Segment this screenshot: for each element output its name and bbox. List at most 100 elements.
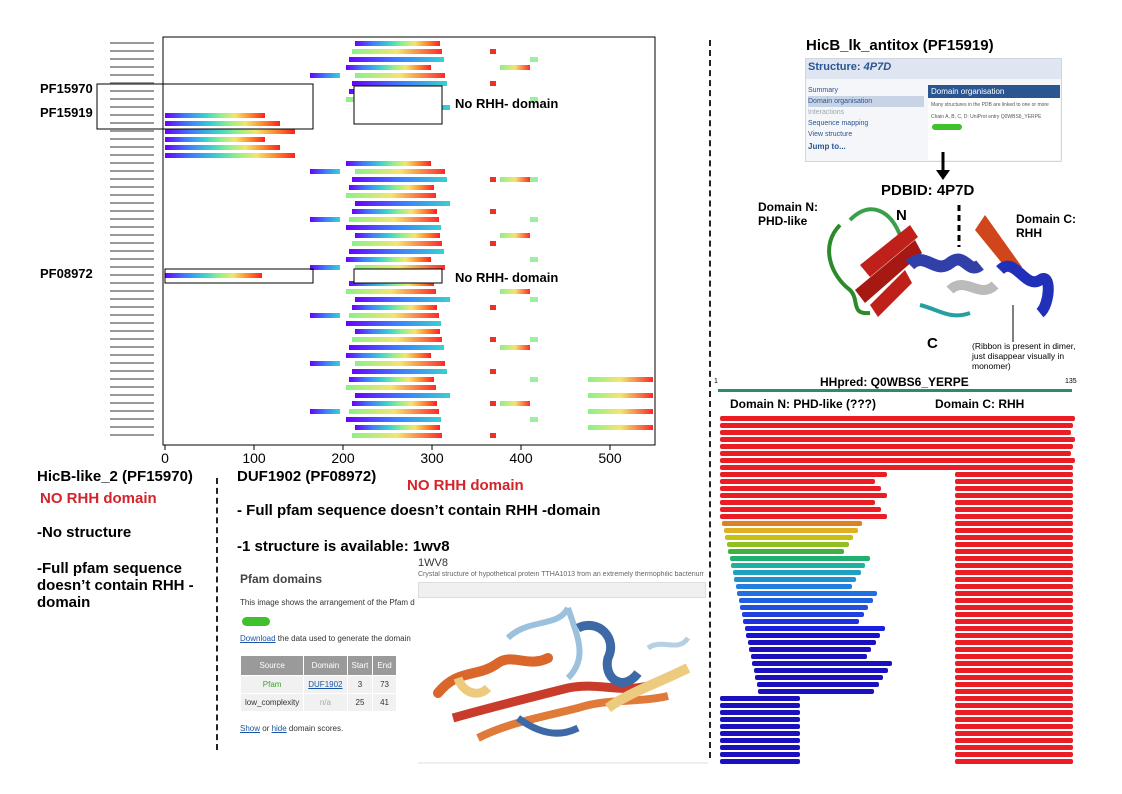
hhpred-hit-bar[interactable] bbox=[720, 500, 875, 505]
hhpred-hit-bar[interactable] bbox=[955, 486, 1073, 491]
hhpred-hit-bar[interactable] bbox=[955, 584, 1073, 589]
download-link[interactable]: Download bbox=[240, 634, 276, 643]
duf-link[interactable]: DUF1902 bbox=[303, 675, 348, 694]
hhpred-hit-bar[interactable] bbox=[955, 738, 1073, 743]
menu-domain-org[interactable]: Domain organisation bbox=[808, 96, 924, 107]
hhpred-hit-bar[interactable] bbox=[720, 514, 887, 519]
hhpred-hit-bar[interactable] bbox=[955, 745, 1073, 750]
hhpred-hit-bar[interactable] bbox=[955, 689, 1073, 694]
hhpred-hit-bar[interactable] bbox=[955, 759, 1073, 764]
hhpred-hit-bar[interactable] bbox=[955, 703, 1073, 708]
hhpred-hit-bar[interactable] bbox=[720, 437, 1075, 442]
hhpred-hit-bar[interactable] bbox=[955, 654, 1073, 659]
hhpred-hit-bar[interactable] bbox=[955, 633, 1073, 638]
hhpred-hit-bar[interactable] bbox=[720, 451, 1071, 456]
hhpred-hit-bar[interactable] bbox=[720, 696, 800, 701]
hhpred-hit-bar[interactable] bbox=[955, 619, 1073, 624]
hhpred-hit-bar[interactable] bbox=[756, 682, 879, 687]
hhpred-hit-bar[interactable] bbox=[955, 640, 1073, 645]
hhpred-hit-bar[interactable] bbox=[722, 521, 862, 526]
hhpred-hit-bar[interactable] bbox=[955, 507, 1073, 512]
hhpred-hit-bar[interactable] bbox=[758, 689, 874, 694]
hhpred-hit-bar[interactable] bbox=[955, 696, 1073, 701]
hhpred-hit-bar[interactable] bbox=[720, 458, 1075, 463]
hhpred-hit-bar[interactable] bbox=[732, 570, 861, 575]
hhpred-hit-bar[interactable] bbox=[720, 759, 800, 764]
hhpred-hit-bar[interactable] bbox=[734, 577, 856, 582]
hhpred-hit-bar[interactable] bbox=[750, 654, 867, 659]
hhpred-hit-bar[interactable] bbox=[735, 584, 852, 589]
hhpred-hit-bar[interactable] bbox=[955, 500, 1073, 505]
hhpred-hit-bar[interactable] bbox=[743, 619, 859, 624]
hhpred-hit-bar[interactable] bbox=[955, 724, 1073, 729]
hhpred-hit-bar[interactable] bbox=[955, 598, 1073, 603]
pfam-domain-graphic[interactable] bbox=[242, 617, 270, 626]
hhpred-hit-bar[interactable] bbox=[747, 640, 876, 645]
hhpred-hit-bar[interactable] bbox=[731, 563, 865, 568]
hhpred-hit-bar[interactable] bbox=[955, 549, 1073, 554]
hhpred-hit-bar[interactable] bbox=[955, 493, 1073, 498]
hhpred-hit-bar[interactable] bbox=[741, 612, 864, 617]
hhpred-hit-bar[interactable] bbox=[720, 507, 881, 512]
hhpred-hit-bar[interactable] bbox=[726, 542, 849, 547]
hhpred-hit-bar[interactable] bbox=[955, 535, 1073, 540]
hhpred-hit-bar[interactable] bbox=[720, 416, 1075, 421]
hhpred-hit-bar[interactable] bbox=[955, 479, 1073, 484]
hhpred-hit-bar[interactable] bbox=[725, 535, 853, 540]
hhpred-hit-bar[interactable] bbox=[720, 703, 800, 708]
menu-jump-to[interactable]: Jump to... bbox=[808, 142, 846, 151]
hhpred-hit-bar[interactable] bbox=[955, 731, 1073, 736]
hhpred-hit-bar[interactable] bbox=[740, 605, 868, 610]
hhpred-hit-bar[interactable] bbox=[720, 486, 881, 491]
hhpred-hit-bar[interactable] bbox=[746, 633, 880, 638]
hhpred-hit-bar[interactable] bbox=[720, 745, 800, 750]
hhpred-hit-bar[interactable] bbox=[955, 577, 1073, 582]
hhpred-hit-bar[interactable] bbox=[955, 612, 1073, 617]
hhpred-hit-bar[interactable] bbox=[955, 661, 1073, 666]
hhpred-hit-bar[interactable] bbox=[955, 668, 1073, 673]
hhpred-hit-bar[interactable] bbox=[955, 605, 1073, 610]
hhpred-hit-bar[interactable] bbox=[728, 549, 844, 554]
hhpred-hit-bar[interactable] bbox=[955, 647, 1073, 652]
hhpred-hit-bar[interactable] bbox=[720, 724, 800, 729]
menu-sequence-mapping[interactable]: Sequence mapping bbox=[808, 120, 869, 127]
hhpred-hit-bar[interactable] bbox=[955, 570, 1073, 575]
hhpred-hit-bar[interactable] bbox=[720, 717, 800, 722]
show-link[interactable]: Show bbox=[240, 724, 261, 733]
hhpred-hit-bar[interactable] bbox=[955, 556, 1073, 561]
hhpred-hit-bar[interactable] bbox=[955, 682, 1073, 687]
hhpred-hit-bar[interactable] bbox=[955, 472, 1073, 477]
hhpred-hit-bar[interactable] bbox=[752, 661, 892, 666]
hhpred-hit-bar[interactable] bbox=[955, 675, 1073, 680]
hhpred-hit-bar[interactable] bbox=[723, 528, 858, 533]
hhpred-hit-bar[interactable] bbox=[729, 556, 870, 561]
hhpred-hit-bar[interactable] bbox=[720, 493, 887, 498]
hhpred-hit-bar[interactable] bbox=[955, 591, 1073, 596]
menu-interactions[interactable]: Interactions bbox=[808, 109, 845, 116]
hhpred-hit-bar[interactable] bbox=[737, 591, 877, 596]
menu-summary[interactable]: Summary bbox=[808, 87, 838, 94]
hhpred-hit-bar[interactable] bbox=[720, 430, 1071, 435]
hhpred-hit-bar[interactable] bbox=[720, 710, 800, 715]
hhpred-hit-bar[interactable] bbox=[955, 563, 1073, 568]
hhpred-hit-bar[interactable] bbox=[955, 710, 1073, 715]
hhpred-hit-bar[interactable] bbox=[955, 514, 1073, 519]
hhpred-hit-bar[interactable] bbox=[720, 444, 1073, 449]
hhpred-hit-bar[interactable] bbox=[955, 521, 1073, 526]
hhpred-hit-bar[interactable] bbox=[955, 626, 1073, 631]
hhpred-hit-bar[interactable] bbox=[749, 647, 871, 652]
hhpred-hit-bar[interactable] bbox=[755, 675, 883, 680]
hhpred-hit-bar[interactable] bbox=[720, 479, 875, 484]
hhpred-hit-bar[interactable] bbox=[738, 598, 873, 603]
hhpred-hit-bar[interactable] bbox=[955, 717, 1073, 722]
hhpred-hit-bar[interactable] bbox=[720, 423, 1073, 428]
menu-view-structure[interactable]: View structure bbox=[808, 131, 853, 138]
hhpred-hit-bar[interactable] bbox=[955, 752, 1073, 757]
hhpred-hit-bar[interactable] bbox=[720, 738, 800, 743]
hide-link[interactable]: hide bbox=[271, 724, 287, 733]
hhpred-hit-bar[interactable] bbox=[955, 542, 1073, 547]
hhpred-hit-bar[interactable] bbox=[720, 752, 800, 757]
domain-pill[interactable] bbox=[932, 124, 962, 130]
hhpred-hit-bar[interactable] bbox=[955, 528, 1073, 533]
hhpred-hit-bar[interactable] bbox=[753, 668, 888, 673]
